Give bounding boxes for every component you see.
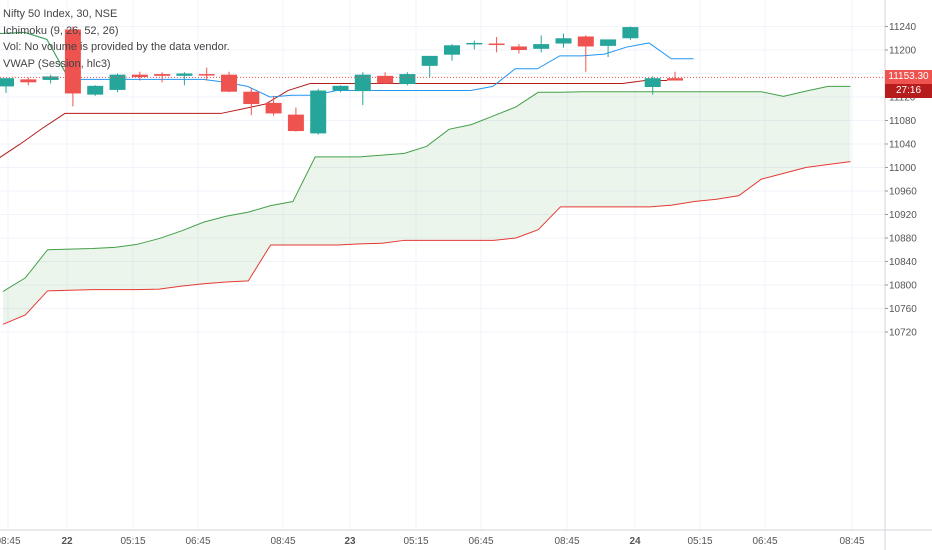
grid-lines xyxy=(0,0,885,530)
leading-span-b-line xyxy=(2,161,851,325)
leading-span-a-line xyxy=(2,85,851,292)
vwap-line xyxy=(0,80,667,158)
candle-up[interactable] xyxy=(444,45,460,55)
candle-down[interactable] xyxy=(377,75,394,84)
time-tick-label: 08:45 xyxy=(554,536,579,547)
time-tick-label: 24 xyxy=(629,536,641,547)
time-tick-label: 08:45 xyxy=(839,536,864,547)
candle-down[interactable] xyxy=(221,74,237,92)
price-tick-label: 10760 xyxy=(889,304,917,315)
price-tick-label: 11080 xyxy=(889,116,917,127)
time-tick-label: 23 xyxy=(344,536,356,547)
candle-down[interactable] xyxy=(667,78,683,81)
price-tick-label: 10880 xyxy=(889,233,917,244)
price-tick-label: 10720 xyxy=(889,327,917,338)
candle-up[interactable] xyxy=(466,42,483,45)
candle-up[interactable] xyxy=(0,78,14,87)
candle-up[interactable] xyxy=(87,85,104,95)
candle-down[interactable] xyxy=(287,114,304,132)
time-tick-label: 22 xyxy=(61,536,73,547)
indicator-lines xyxy=(0,31,851,325)
candle-up[interactable] xyxy=(622,27,639,39)
bar-countdown-tag: 27:16 xyxy=(885,84,932,99)
lagging-span-line xyxy=(0,31,70,80)
ichimoku-cloud xyxy=(3,86,851,325)
time-tick-label: 05:15 xyxy=(687,536,712,547)
candle-down[interactable] xyxy=(577,36,594,47)
candle-up[interactable] xyxy=(332,85,349,91)
time-tick-label: 08:45 xyxy=(270,536,295,547)
candle-down[interactable] xyxy=(64,29,81,94)
candle-down[interactable] xyxy=(131,74,148,78)
time-tick-label: 05:15 xyxy=(120,536,145,547)
candle-up[interactable] xyxy=(421,55,438,66)
candle-up[interactable] xyxy=(354,74,371,92)
cloud-fill xyxy=(3,86,851,325)
candle-up[interactable] xyxy=(600,39,617,46)
candle-down[interactable] xyxy=(20,79,37,83)
candle-up[interactable] xyxy=(533,44,550,49)
price-tick-label: 11200 xyxy=(889,45,917,56)
candle-up[interactable] xyxy=(109,74,126,90)
price-tick-label: 11000 xyxy=(889,163,917,174)
candle-down[interactable] xyxy=(488,43,505,46)
time-tick-label: 06:45 xyxy=(185,536,210,547)
candle-up[interactable] xyxy=(399,74,416,85)
price-tick-label: 10920 xyxy=(889,210,917,221)
candle-down[interactable] xyxy=(510,46,527,50)
time-tick-label: 06:45 xyxy=(752,536,777,547)
candle-up[interactable] xyxy=(644,78,661,88)
time-axis[interactable]: 08:45 22 05:15 06:45 08:45 23 05:15 06:45 08:45 2… xyxy=(0,529,932,547)
candle-up[interactable] xyxy=(42,76,59,80)
candle-up[interactable] xyxy=(176,73,193,76)
candlesticks[interactable] xyxy=(0,26,683,135)
price-tick-label: 10800 xyxy=(889,280,917,291)
candle-down[interactable] xyxy=(243,91,260,105)
candle-down[interactable] xyxy=(154,74,171,76)
candle-up[interactable] xyxy=(310,90,327,134)
conversion-line xyxy=(0,31,694,98)
price-tick-label: 11240 xyxy=(889,22,917,33)
price-tick-label: 11040 xyxy=(889,139,917,150)
price-tick-label: 10840 xyxy=(889,257,917,268)
price-tick-label: 10960 xyxy=(889,186,917,197)
candle-down[interactable] xyxy=(265,102,282,114)
candle-up[interactable] xyxy=(555,38,572,44)
time-tick-label: 06:45 xyxy=(468,536,493,547)
current-price-tag: 11153.30 xyxy=(885,70,932,85)
time-tick-label: 05:15 xyxy=(403,536,428,547)
time-tick-label: 08:45 xyxy=(0,536,21,547)
candle-down[interactable] xyxy=(198,74,215,76)
